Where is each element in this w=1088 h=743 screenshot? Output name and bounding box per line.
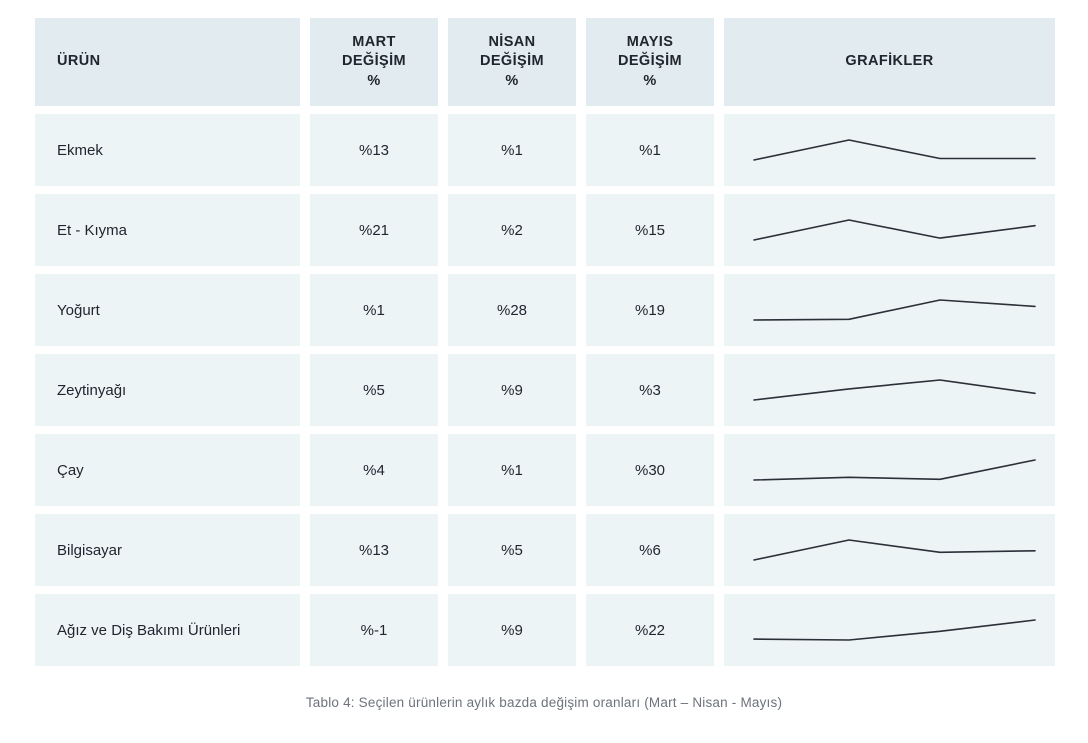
nisan-value-cell: %28 xyxy=(448,274,576,346)
column-header-graphs: GRAFİKLER xyxy=(724,18,1055,106)
mart-value-cell: %13 xyxy=(310,514,438,586)
mayis-value-cell: %3 xyxy=(586,354,714,426)
nisan-value-cell: %1 xyxy=(448,114,576,186)
sparkline-cell xyxy=(724,594,1055,666)
mart-value-cell: %21 xyxy=(310,194,438,266)
mayis-value-cell: %30 xyxy=(586,434,714,506)
product-name-cell: Ekmek xyxy=(35,114,300,186)
table-caption: Tablo 4: Seçilen ürünlerin aylık bazda d… xyxy=(305,695,783,710)
mayis-value-cell: %1 xyxy=(586,114,714,186)
sparkline-chart xyxy=(724,354,1055,426)
sparkline-chart xyxy=(724,514,1055,586)
mayis-value-cell: %19 xyxy=(586,274,714,346)
column-header-mayis: MAYIS DEĞİŞİM % xyxy=(586,18,714,106)
sparkline-chart xyxy=(724,274,1055,346)
sparkline-cell xyxy=(724,274,1055,346)
mayis-value-cell: %15 xyxy=(586,194,714,266)
column-header-nisan: NİSAN DEĞİŞİM % xyxy=(448,18,576,106)
sparkline-chart xyxy=(724,114,1055,186)
mayis-value-cell: %6 xyxy=(586,514,714,586)
mart-value-cell: %13 xyxy=(310,114,438,186)
sparkline-cell xyxy=(724,354,1055,426)
products-change-table: ÜRÜN MART DEĞİŞİM % NİSAN DEĞİŞİM % MAYI… xyxy=(35,18,1055,666)
product-name-cell: Et - Kıyma xyxy=(35,194,300,266)
sparkline-cell xyxy=(724,514,1055,586)
mayis-value-cell: %22 xyxy=(586,594,714,666)
sparkline-cell xyxy=(724,194,1055,266)
nisan-value-cell: %9 xyxy=(448,594,576,666)
nisan-value-cell: %5 xyxy=(448,514,576,586)
column-header-product: ÜRÜN xyxy=(35,18,300,106)
mart-value-cell: %1 xyxy=(310,274,438,346)
mart-value-cell: %5 xyxy=(310,354,438,426)
sparkline-cell xyxy=(724,114,1055,186)
product-name-cell: Zeytinyağı xyxy=(35,354,300,426)
mart-value-cell: %4 xyxy=(310,434,438,506)
nisan-value-cell: %1 xyxy=(448,434,576,506)
product-name-cell: Çay xyxy=(35,434,300,506)
column-header-mart: MART DEĞİŞİM % xyxy=(310,18,438,106)
product-name-cell: Yoğurt xyxy=(35,274,300,346)
nisan-value-cell: %9 xyxy=(448,354,576,426)
sparkline-chart xyxy=(724,434,1055,506)
product-name-cell: Ağız ve Diş Bakımı Ürünleri xyxy=(35,594,300,666)
nisan-value-cell: %2 xyxy=(448,194,576,266)
mart-value-cell: %-1 xyxy=(310,594,438,666)
sparkline-chart xyxy=(724,594,1055,666)
product-name-cell: Bilgisayar xyxy=(35,514,300,586)
sparkline-cell xyxy=(724,434,1055,506)
sparkline-chart xyxy=(724,194,1055,266)
